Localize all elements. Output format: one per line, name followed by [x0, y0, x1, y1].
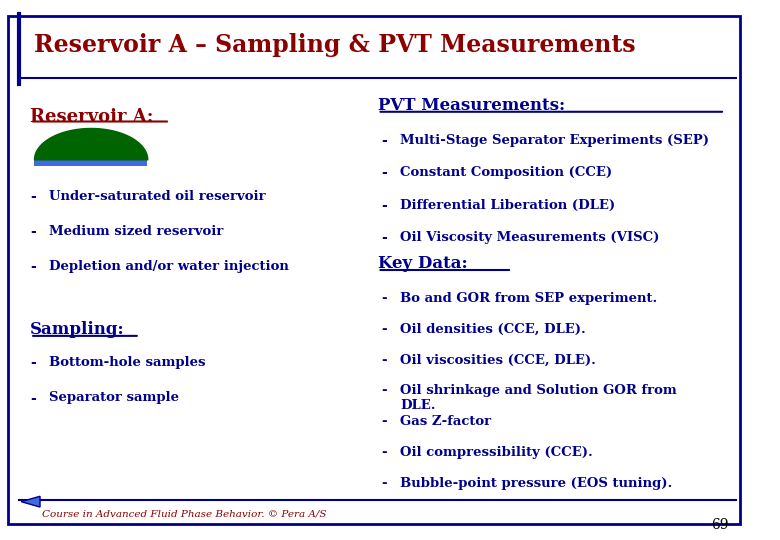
Text: Course in Advanced Fluid Phase Behavior. © Pera A/S: Course in Advanced Fluid Phase Behavior.…: [41, 509, 326, 518]
Text: -: -: [381, 477, 387, 490]
Text: Under-saturated oil reservoir: Under-saturated oil reservoir: [49, 190, 266, 203]
FancyBboxPatch shape: [34, 158, 147, 166]
Polygon shape: [21, 496, 40, 507]
Text: Gas Z-factor: Gas Z-factor: [400, 415, 491, 428]
Text: -: -: [381, 199, 387, 213]
Text: Depletion and/or water injection: Depletion and/or water injection: [49, 260, 289, 273]
Text: -: -: [30, 225, 36, 239]
Text: -: -: [30, 392, 36, 406]
Text: Oil shrinkage and Solution GOR from
DLE.: Oil shrinkage and Solution GOR from DLE.: [400, 384, 677, 413]
Text: Oil viscosities (CCE, DLE).: Oil viscosities (CCE, DLE).: [400, 354, 596, 367]
Text: -: -: [381, 134, 387, 148]
FancyBboxPatch shape: [8, 16, 740, 524]
Text: -: -: [381, 231, 387, 245]
Text: Oil Viscosity Measurements (VISC): Oil Viscosity Measurements (VISC): [400, 231, 660, 244]
Text: -: -: [381, 415, 387, 428]
Text: -: -: [30, 190, 36, 204]
Text: -: -: [381, 384, 387, 397]
Text: Reservoir A:: Reservoir A:: [30, 108, 154, 126]
Text: -: -: [381, 446, 387, 459]
Text: Medium sized reservoir: Medium sized reservoir: [49, 225, 223, 238]
Text: Multi-Stage Separator Experiments (SEP): Multi-Stage Separator Experiments (SEP): [400, 134, 709, 147]
Text: 69: 69: [711, 518, 729, 532]
Text: -: -: [381, 292, 387, 305]
Text: Reservoir A – Sampling & PVT Measurements: Reservoir A – Sampling & PVT Measurement…: [34, 33, 636, 57]
Text: Oil compressibility (CCE).: Oil compressibility (CCE).: [400, 446, 593, 459]
Text: -: -: [30, 356, 36, 370]
Text: Oil densities (CCE, DLE).: Oil densities (CCE, DLE).: [400, 323, 586, 336]
Text: Differential Liberation (DLE): Differential Liberation (DLE): [400, 199, 615, 212]
Text: Separator sample: Separator sample: [49, 392, 179, 404]
Text: Bottom-hole samples: Bottom-hole samples: [49, 356, 206, 369]
Text: -: -: [30, 260, 36, 274]
Text: -: -: [381, 323, 387, 336]
Text: -: -: [381, 354, 387, 367]
Text: Constant Composition (CCE): Constant Composition (CCE): [400, 166, 612, 179]
Text: Key Data:: Key Data:: [378, 255, 467, 272]
Text: PVT Measurements:: PVT Measurements:: [378, 97, 565, 114]
Text: Bubble-point pressure (EOS tuning).: Bubble-point pressure (EOS tuning).: [400, 477, 672, 490]
Text: -: -: [381, 166, 387, 180]
Text: Bo and GOR from SEP experiment.: Bo and GOR from SEP experiment.: [400, 292, 658, 305]
Text: Sampling:: Sampling:: [30, 321, 125, 338]
